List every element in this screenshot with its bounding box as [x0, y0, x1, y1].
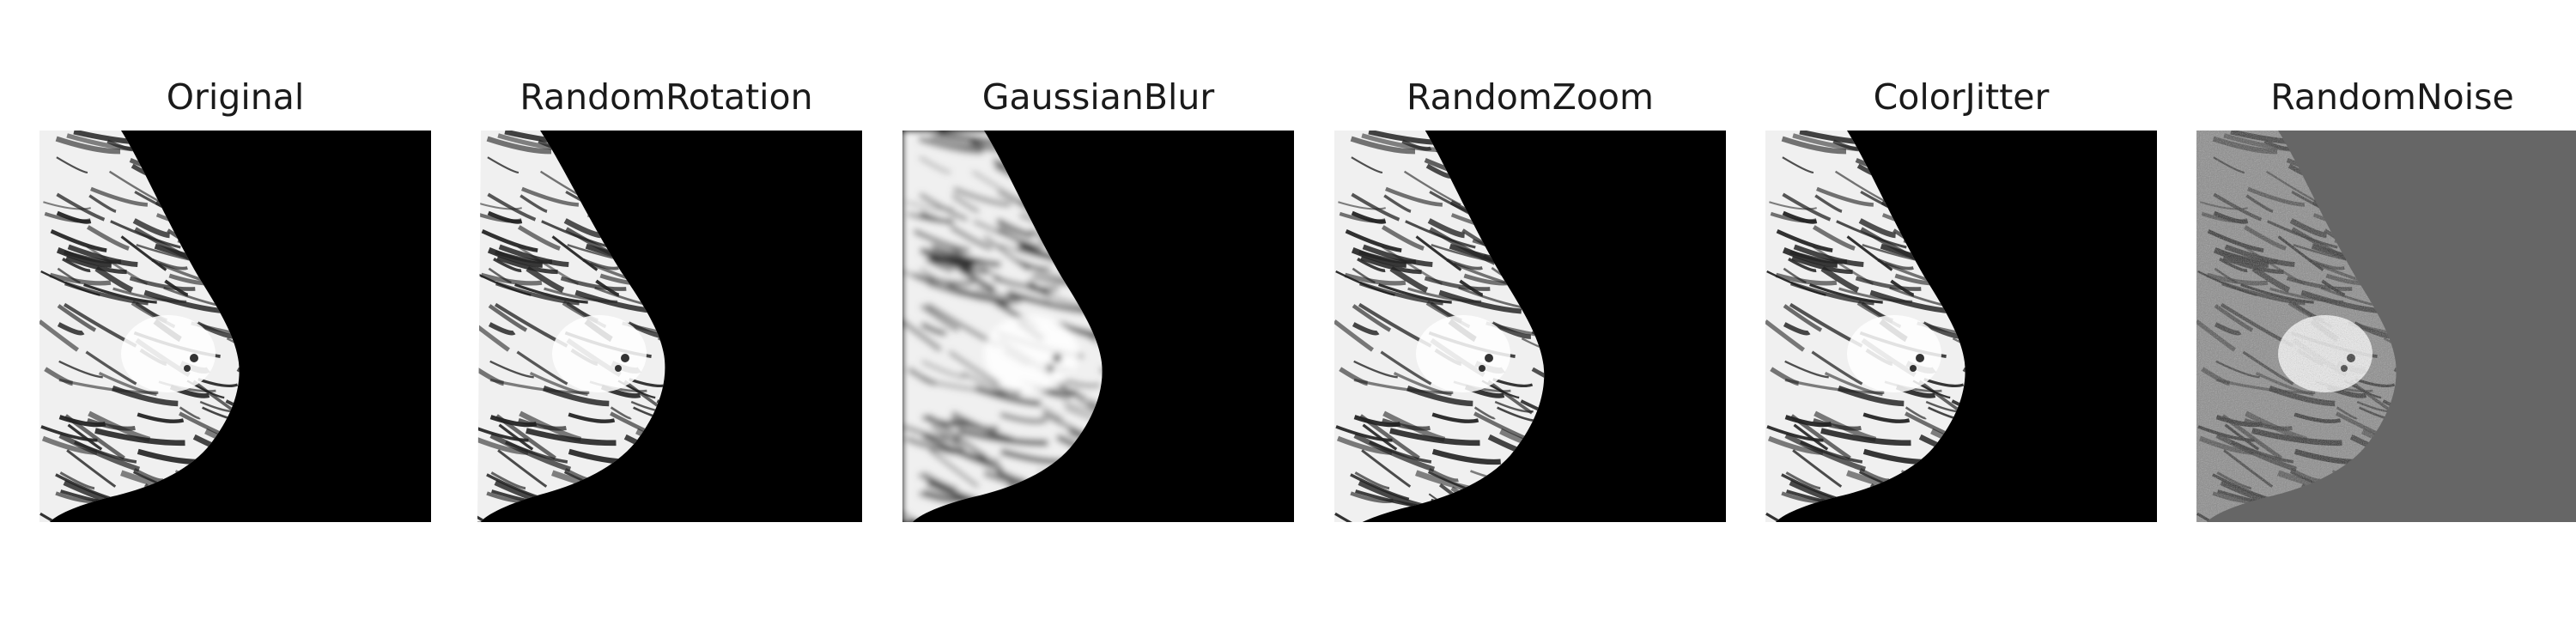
- mammogram-graphic: [902, 131, 1294, 522]
- panel-title: ColorJitter: [1873, 76, 2050, 118]
- mammogram-image: [39, 131, 431, 522]
- mammogram-image: [1334, 131, 1726, 522]
- mammogram-image: [902, 131, 1294, 522]
- mammogram-graphic: [2196, 131, 2576, 522]
- panel-title: RandomZoom: [1406, 76, 1654, 118]
- panel-title: Original: [166, 76, 305, 118]
- mammogram-graphic: [1765, 131, 2157, 522]
- mammogram-image: [2196, 131, 2576, 522]
- panel-title: RandomNoise: [2270, 76, 2514, 118]
- mammogram-image: [1765, 131, 2157, 522]
- mammogram-image: [471, 131, 862, 522]
- mammogram-graphic: [39, 131, 431, 522]
- mammogram-graphic: [471, 131, 862, 522]
- panel-title: RandomRotation: [519, 76, 813, 118]
- mammogram-graphic: [1334, 131, 1726, 522]
- panel-title: GaussianBlur: [981, 76, 1215, 118]
